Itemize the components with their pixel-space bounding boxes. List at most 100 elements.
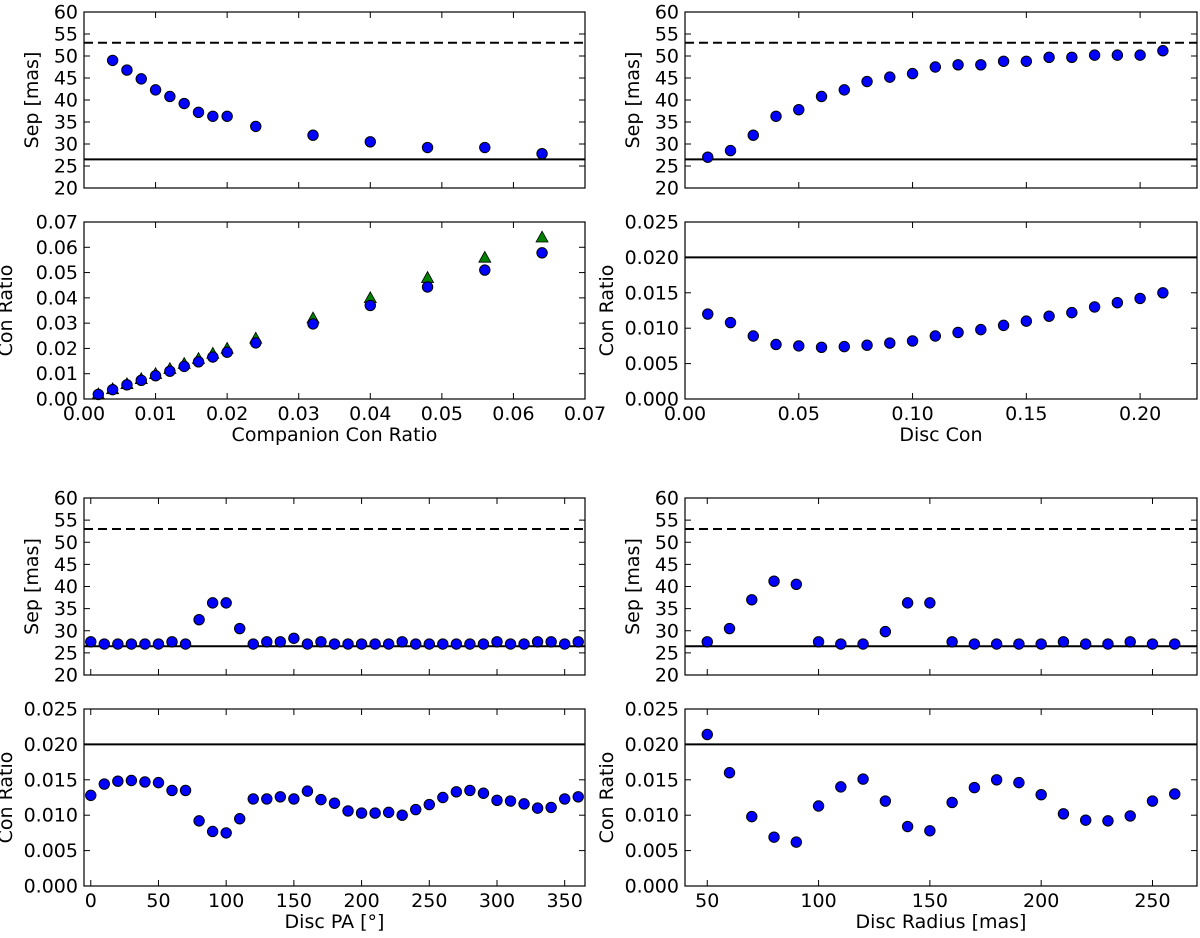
data-point xyxy=(477,787,490,799)
y-tick-label: 45 xyxy=(655,554,679,576)
data-point xyxy=(790,578,803,590)
data-point xyxy=(491,794,503,807)
data-point xyxy=(491,636,503,648)
y-tick-label: 45 xyxy=(655,68,679,90)
y-tick-label: 0.010 xyxy=(625,318,679,340)
data-point xyxy=(1111,49,1124,61)
y-tick-label: 0.005 xyxy=(625,840,679,862)
y-tick-label: 0.07 xyxy=(36,212,78,234)
data-point xyxy=(857,773,869,785)
x-axis-label: Companion Con Ratio xyxy=(232,424,438,446)
y-tick-label: 55 xyxy=(655,510,679,532)
x-tick-label: 0.05 xyxy=(778,403,820,425)
data-point xyxy=(207,351,219,363)
data-point xyxy=(179,784,192,797)
data-point xyxy=(364,299,376,312)
data-point xyxy=(975,59,987,71)
y-tick-label: 0.010 xyxy=(625,805,679,827)
data-point xyxy=(724,144,737,157)
y-tick-label: 50 xyxy=(655,532,679,554)
x-tick-label: 100 xyxy=(800,890,836,912)
x-tick-label: 0.06 xyxy=(492,403,534,425)
data-point xyxy=(423,798,435,811)
data-point xyxy=(861,339,873,351)
data-point xyxy=(206,597,219,609)
data-point xyxy=(247,793,259,805)
data-point xyxy=(450,638,463,650)
plot-frame xyxy=(684,497,1198,676)
data-point xyxy=(139,776,151,788)
y-tick-label: 20 xyxy=(54,178,78,200)
y-tick-label: 30 xyxy=(54,620,78,642)
data-point xyxy=(301,785,314,797)
y-tick-label: 40 xyxy=(655,576,679,598)
y-axis-label: Con Ratio xyxy=(596,265,618,357)
y-tick-label: 0.020 xyxy=(625,247,679,269)
y-tick-label: 40 xyxy=(655,90,679,112)
data-point xyxy=(396,636,408,648)
data-point xyxy=(879,795,892,807)
data-point xyxy=(382,638,395,650)
x-axis-label: Disc Con xyxy=(899,424,982,446)
y-axis-label: Con Ratio xyxy=(596,752,618,844)
data-point xyxy=(421,281,434,293)
data-point xyxy=(997,319,1010,332)
data-point xyxy=(112,638,124,650)
plot-frame xyxy=(83,11,586,189)
data-point xyxy=(723,622,736,635)
data-point xyxy=(861,75,873,88)
y-tick-label: 55 xyxy=(54,24,78,46)
data-point xyxy=(724,316,737,329)
y-tick-label: 0.06 xyxy=(36,237,78,259)
y-axis-label: Sep [mas] xyxy=(622,52,644,149)
data-point xyxy=(768,831,780,843)
y-tick-label: 0.020 xyxy=(24,734,78,756)
y-tick-label: 30 xyxy=(655,134,679,156)
y-tick-label: 60 xyxy=(655,2,679,24)
data-point xyxy=(790,836,803,848)
data-point xyxy=(1146,795,1159,807)
data-point xyxy=(410,638,422,650)
plot-frame xyxy=(684,708,1198,887)
y-tick-label: 0.005 xyxy=(24,840,78,862)
y-tick-label: 0.02 xyxy=(36,338,78,360)
plot-frame xyxy=(83,708,586,887)
data-point xyxy=(504,795,517,807)
data-point xyxy=(929,330,942,342)
plot-frame xyxy=(684,221,1198,400)
y-tick-label: 40 xyxy=(54,576,78,598)
x-tick-label: 0 xyxy=(85,890,97,912)
y-tick-label: 45 xyxy=(54,68,78,90)
data-point xyxy=(1146,638,1159,650)
x-tick-label: 0.07 xyxy=(564,403,606,425)
data-point xyxy=(504,638,517,650)
chart-panel-8: 0.000 0.005 0.010 0.015 0.020 0.025 50 100 150 20… xyxy=(596,699,1198,933)
data-point xyxy=(301,638,314,650)
data-point xyxy=(952,59,964,71)
x-tick-label: 0.20 xyxy=(1119,403,1161,425)
data-point xyxy=(1169,788,1181,800)
data-point xyxy=(1157,45,1169,57)
data-point xyxy=(125,638,138,650)
data-point xyxy=(545,801,557,814)
y-tick-label: 0.01 xyxy=(36,363,78,385)
data-point xyxy=(968,638,981,650)
data-point xyxy=(701,728,713,741)
x-tick-label: 0.10 xyxy=(891,403,933,425)
data-point xyxy=(85,636,97,648)
data-point xyxy=(723,767,736,779)
y-tick-label: 35 xyxy=(655,112,679,134)
data-point xyxy=(135,73,147,85)
data-point xyxy=(315,793,327,806)
data-point xyxy=(702,151,714,163)
data-point xyxy=(307,318,319,330)
data-point xyxy=(924,825,936,837)
y-tick-label: 0.000 xyxy=(24,876,78,898)
y-tick-label: 25 xyxy=(655,642,679,664)
data-point xyxy=(166,636,178,648)
data-point xyxy=(178,97,190,110)
y-tick-label: 35 xyxy=(54,112,78,134)
data-point xyxy=(545,636,557,648)
data-point xyxy=(747,330,759,342)
data-point xyxy=(274,636,287,648)
